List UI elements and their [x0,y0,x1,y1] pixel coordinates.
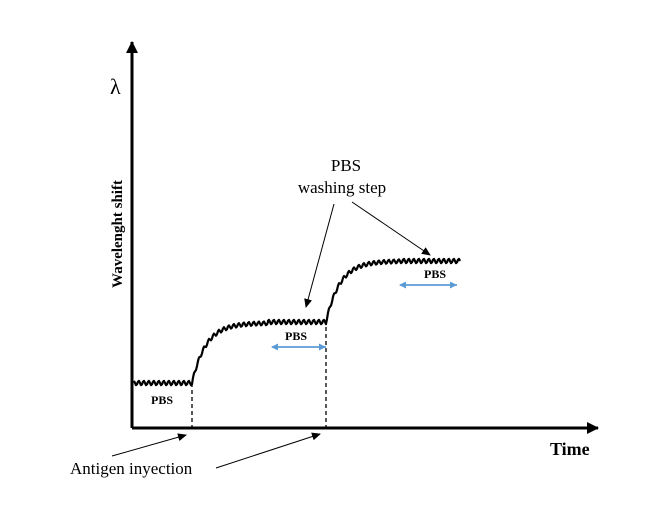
washing-arrow-1 [304,203,335,308]
antigen-injection-annotation: Antigen inyection [70,459,193,478]
washing-step-annotation: washing step [298,178,386,197]
injection-arrow-2 [215,432,321,469]
baseline-pbs-label: PBS [151,393,173,407]
wash1-pbs-label: PBS [285,329,307,343]
pbs-annotation-title: PBS [331,156,361,175]
x-axis-label: Time [550,439,590,459]
y-axis-label: Wavelenght shift [110,180,126,288]
sensorgram-curve [133,257,461,387]
wash2-pbs-label: PBS [424,267,446,281]
lambda-symbol: λ [110,74,121,99]
injection-arrow-1 [111,433,187,457]
washing-arrow-2 [351,201,431,256]
